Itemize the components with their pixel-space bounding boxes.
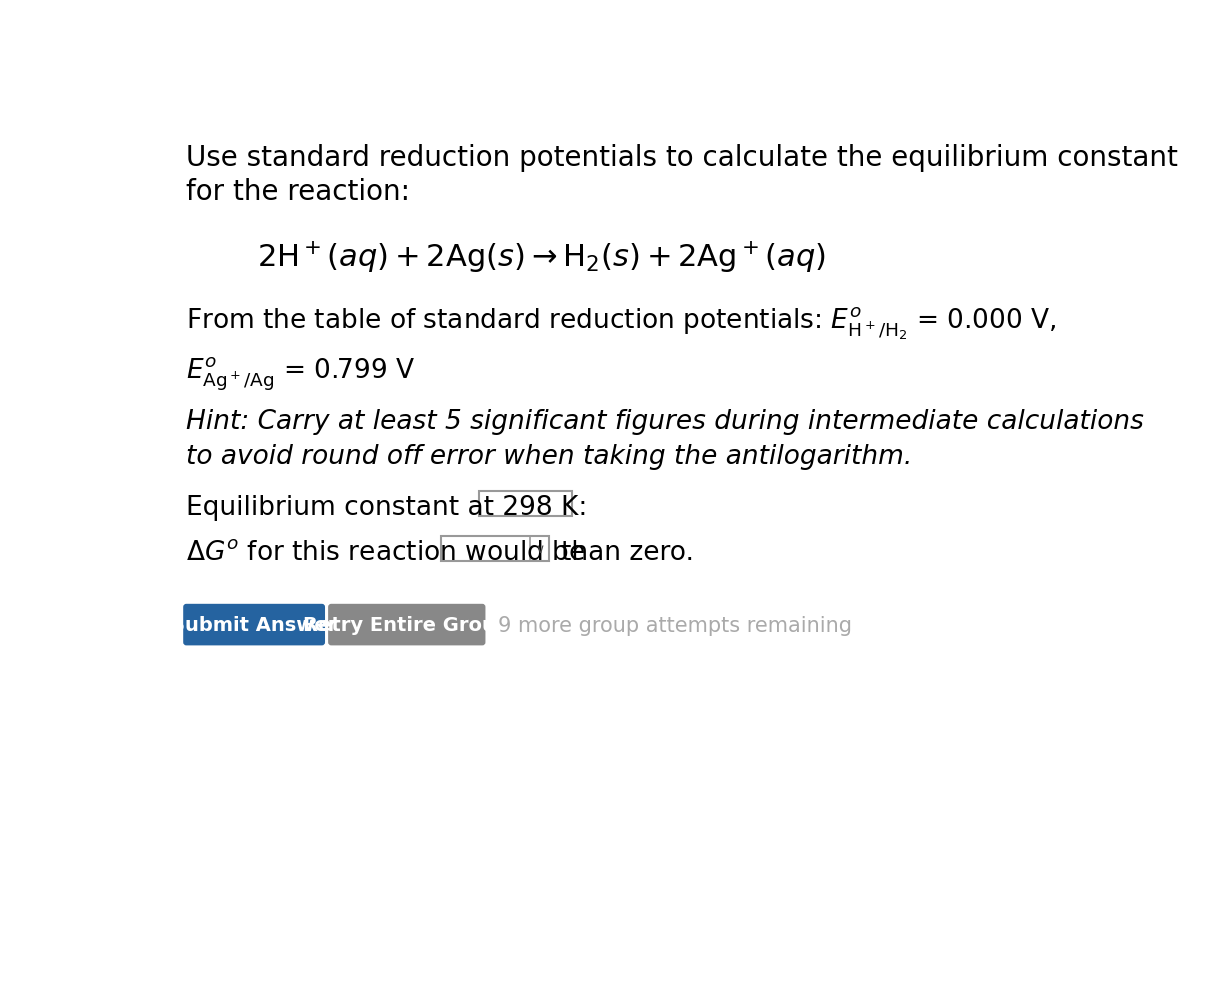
Text: $\mathit{2\mathrm{H}^+(aq) + 2\mathrm{Ag}(s) \rightarrow \mathrm{H}_2(s) + 2\mat: $\mathit{2\mathrm{H}^+(aq) + 2\mathrm{Ag… (257, 240, 825, 275)
Text: to avoid round off error when taking the antilogarithm.: to avoid round off error when taking the… (186, 443, 913, 469)
Text: Submit Answer: Submit Answer (171, 616, 337, 635)
Text: Use standard reduction potentials to calculate the equilibrium constant: Use standard reduction potentials to cal… (186, 143, 1178, 172)
Text: Hint: Carry at least 5 significant figures during intermediate calculations: Hint: Carry at least 5 significant figur… (186, 409, 1144, 434)
Text: $E^o_{\mathrm{Ag}^+/\mathrm{Ag}}$ = 0.799 V: $E^o_{\mathrm{Ag}^+/\mathrm{Ag}}$ = 0.79… (186, 355, 416, 392)
FancyBboxPatch shape (328, 604, 486, 646)
Text: Retry Entire Group: Retry Entire Group (304, 616, 510, 635)
Text: $\Delta G^o$ for this reaction would be: $\Delta G^o$ for this reaction would be (186, 540, 585, 566)
Text: Equilibrium constant at 298 K:: Equilibrium constant at 298 K: (186, 494, 588, 521)
FancyBboxPatch shape (183, 604, 325, 646)
Bar (440, 537, 549, 561)
Text: ∨: ∨ (535, 543, 544, 556)
Bar (480, 491, 572, 517)
Text: than zero.: than zero. (561, 540, 694, 566)
Text: for the reaction:: for the reaction: (186, 179, 411, 206)
Text: 9 more group attempts remaining: 9 more group attempts remaining (498, 615, 852, 635)
Text: From the table of standard reduction potentials: $E^o_{\mathrm{H}^+/\mathrm{H}_2: From the table of standard reduction pot… (186, 305, 1057, 342)
